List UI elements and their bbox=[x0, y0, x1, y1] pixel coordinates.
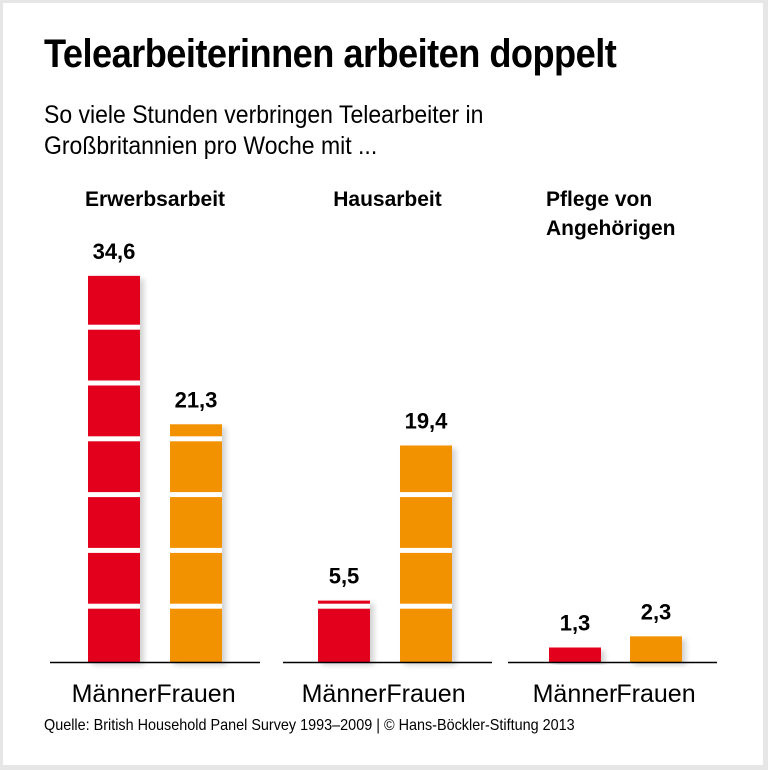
segment-divider bbox=[88, 492, 140, 498]
segment-divider bbox=[88, 380, 140, 386]
subtitle-line-2: Großbritannien pro Woche mit ... bbox=[44, 132, 378, 160]
bar-group: Pflege von Angehörigen 1,3 Männer 2,3 Frauen bbox=[508, 188, 717, 708]
group-label: Hausarbeit bbox=[333, 188, 442, 211]
value-label: 2,3 bbox=[641, 599, 672, 624]
bar-group: Hausarbeit 5,5 Männer 19,4 Frauen bbox=[283, 188, 492, 708]
bar bbox=[630, 636, 682, 662]
segment-divider bbox=[88, 547, 140, 553]
segment-divider bbox=[400, 492, 452, 498]
subtitle-line-1: So viele Stunden verbringen Telearbeiter… bbox=[44, 101, 484, 129]
bar bbox=[549, 647, 601, 662]
bar bbox=[400, 445, 452, 662]
value-label: 19,4 bbox=[405, 408, 449, 433]
chart-title: Telearbeiterinnen arbeiten doppelt bbox=[44, 32, 617, 76]
chart-subtitle: So viele Stunden verbringen Telearbeiter… bbox=[44, 100, 483, 162]
category-label: Männer bbox=[302, 680, 387, 708]
group-label: Angehörigen bbox=[546, 217, 676, 240]
group-label: Erwerbsarbeit bbox=[85, 188, 225, 211]
bar bbox=[318, 600, 370, 662]
segment-divider bbox=[318, 603, 370, 609]
value-label: 1,3 bbox=[560, 610, 591, 635]
segment-divider bbox=[170, 603, 222, 609]
bar-group: Erwerbsarbeit 34,6 Männer 21,3 Frauen bbox=[50, 188, 260, 708]
group-label: Pflege von bbox=[546, 188, 652, 211]
segment-divider bbox=[88, 324, 140, 330]
segment-divider bbox=[170, 492, 222, 498]
segment-divider bbox=[400, 547, 452, 553]
category-label: Frauen bbox=[156, 680, 235, 708]
bar bbox=[170, 424, 222, 662]
value-label: 34,6 bbox=[93, 239, 136, 264]
category-label: Männer bbox=[72, 680, 157, 708]
segment-divider bbox=[170, 547, 222, 553]
segment-divider bbox=[88, 603, 140, 609]
category-label: Frauen bbox=[616, 680, 695, 708]
value-label: 21,3 bbox=[175, 387, 218, 412]
bar bbox=[88, 275, 140, 662]
segment-divider bbox=[170, 436, 222, 442]
source-footer: Quelle: British Household Panel Survey 1… bbox=[44, 717, 575, 734]
category-label: Männer bbox=[533, 680, 618, 708]
segment-divider bbox=[400, 603, 452, 609]
value-label: 5,5 bbox=[329, 564, 360, 589]
category-label: Frauen bbox=[386, 680, 465, 708]
segment-divider bbox=[88, 436, 140, 442]
